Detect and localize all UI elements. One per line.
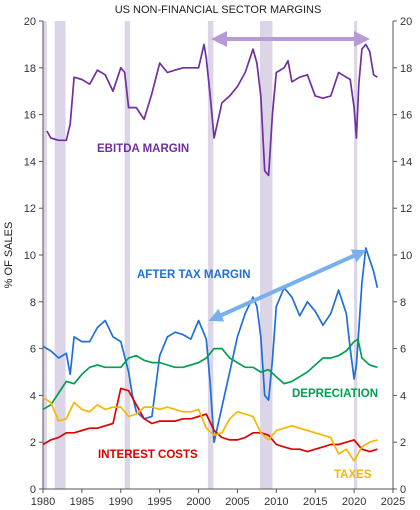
- interest-line: [42, 387, 378, 453]
- after-tax-label: AFTER TAX MARGIN: [137, 269, 251, 281]
- y-tick-label-left: 14: [24, 156, 36, 168]
- depreciation-line: [42, 338, 378, 411]
- y-tick-label-right: 20: [400, 16, 412, 28]
- axes: [42, 21, 394, 490]
- ebitda-label: EBITDA MARGIN: [97, 143, 189, 155]
- y-axis-label: % OF SALES: [3, 222, 15, 289]
- y-tick-label-left: 0: [30, 484, 36, 496]
- y-tick-label-left: 4: [30, 390, 36, 402]
- y-tick-label-left: 12: [24, 203, 36, 215]
- recession-band-1: [54, 21, 66, 489]
- y-tick-label-right: 2: [400, 437, 406, 449]
- arrows: [208, 31, 370, 322]
- y-tick-label-left: 2: [30, 437, 36, 449]
- y-tick-label-left: 10: [24, 250, 36, 262]
- interest-costs-label: INTEREST COSTS: [98, 449, 198, 461]
- y-tick-label-right: 6: [400, 344, 406, 356]
- y-tick-label-left: 8: [30, 297, 36, 309]
- x-tick-label: 2010: [264, 496, 288, 508]
- chart-title: US NON-FINANCIAL SECTOR MARGINS: [115, 4, 322, 16]
- taxes-label: TAXES: [334, 469, 372, 481]
- after-tax-peak-arrow: [208, 249, 367, 322]
- taxes-line: [42, 396, 378, 462]
- x-tick-label: 2015: [303, 496, 327, 508]
- x-tick-label: 2020: [342, 496, 366, 508]
- y-tick-label-right: 16: [400, 110, 412, 122]
- y-tick-label-right: 0: [400, 484, 406, 496]
- y-tick-label-right: 14: [400, 156, 412, 168]
- y-tick-label-left: 18: [24, 63, 36, 75]
- recession-band-0: [43, 21, 47, 489]
- ebitda-line: [46, 43, 378, 177]
- x-tick-label: 1980: [31, 496, 55, 508]
- recession-band-4: [260, 21, 273, 489]
- y-tick-label-right: 8: [400, 297, 406, 309]
- recession-band-2: [124, 21, 131, 489]
- x-tick-label: 1995: [147, 496, 171, 508]
- y-tick-label-left: 16: [24, 110, 36, 122]
- y-tick-label-left: 20: [24, 16, 36, 28]
- y-tick-label-right: 12: [400, 203, 412, 215]
- depreciation-label: DEPRECIATION: [292, 388, 378, 400]
- y-tick-label-right: 18: [400, 63, 412, 75]
- x-tick-label: 1985: [70, 496, 94, 508]
- x-tick-label: 2005: [225, 496, 249, 508]
- y-tick-label-right: 4: [400, 390, 406, 402]
- y-tick-label-left: 6: [30, 344, 36, 356]
- x-tick-label: 1990: [109, 496, 133, 508]
- x-tick-label: 2025: [381, 496, 405, 508]
- x-tick-label: 2000: [186, 496, 210, 508]
- y-tick-label-right: 10: [400, 250, 412, 262]
- recession-bands: [43, 21, 358, 489]
